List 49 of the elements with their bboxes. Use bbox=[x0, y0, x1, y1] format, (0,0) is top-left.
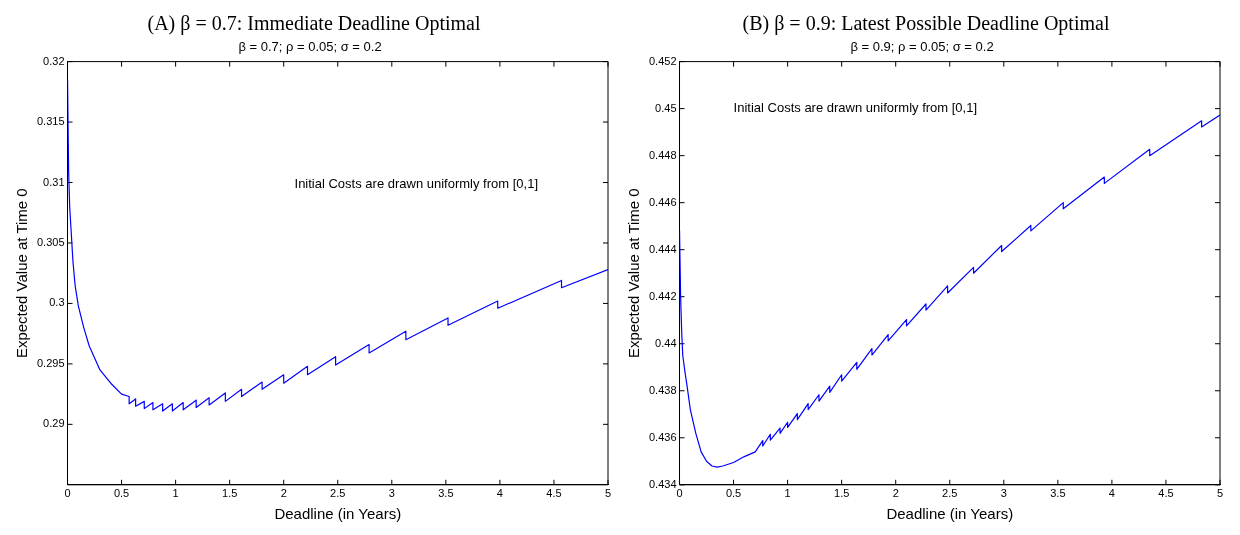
x-tick-label: 4.5 bbox=[546, 487, 562, 500]
annotation: Initial Costs are drawn uniformly from [0,1] bbox=[294, 175, 539, 191]
annotation: Initial Costs are drawn uniformly from [0,1] bbox=[733, 99, 978, 115]
x-tick-label: 0 bbox=[64, 487, 71, 500]
y-tick-label: 0.305 bbox=[37, 236, 65, 248]
x-tick-label: 2.5 bbox=[330, 487, 346, 500]
y-tick-label: 0.434 bbox=[649, 477, 677, 490]
y-tick-label: 0.444 bbox=[649, 242, 677, 255]
chart-subtitle: β = 0.9; ρ = 0.05; σ = 0.2 bbox=[850, 39, 994, 55]
x-tick-label: 4 bbox=[1108, 487, 1115, 500]
y-tick-label: 0.436 bbox=[649, 430, 677, 443]
x-axis-title: Deadline (in Years) bbox=[886, 505, 1014, 523]
x-tick-label: 4.5 bbox=[1158, 487, 1174, 500]
y-tick-label: 0.448 bbox=[649, 148, 677, 161]
y-tick-label: 0.452 bbox=[649, 54, 677, 67]
x-tick-label: 1 bbox=[784, 487, 791, 500]
y-tick-label: 0.3 bbox=[49, 296, 65, 309]
y-tick-label: 0.438 bbox=[649, 383, 677, 396]
x-tick-label: 2.5 bbox=[942, 487, 958, 500]
chart-title: (B) β = 0.9: Latest Possible Deadline Optimal bbox=[741, 11, 1111, 37]
y-axis-title: Expected Value at Time 0 bbox=[625, 188, 643, 359]
y-tick-label: 0.44 bbox=[655, 336, 677, 349]
x-tick-label: 1.5 bbox=[834, 487, 850, 500]
x-tick-label: 3.5 bbox=[438, 487, 454, 500]
x-tick-label: 5 bbox=[604, 487, 612, 500]
chart-subtitle: β = 0.7; ρ = 0.05; σ = 0.2 bbox=[238, 39, 382, 55]
x-tick-label: 1 bbox=[172, 487, 179, 500]
y-tick-label: 0.29 bbox=[43, 417, 65, 430]
y-axis-title: Expected Value at Time 0 bbox=[13, 188, 31, 359]
x-tick-label: 3.5 bbox=[1050, 487, 1066, 500]
x-tick-label: 0 bbox=[676, 487, 683, 500]
x-axis-title: Deadline (in Years) bbox=[274, 505, 402, 523]
x-tick-label: 5 bbox=[1216, 487, 1224, 500]
y-tick-label: 0.315 bbox=[37, 115, 65, 128]
x-tick-label: 0.5 bbox=[113, 487, 130, 500]
x-tick-label: 0.5 bbox=[725, 487, 742, 500]
y-tick-label: 0.442 bbox=[649, 289, 677, 302]
y-tick-label: 0.446 bbox=[649, 195, 677, 208]
x-tick-label: 2 bbox=[892, 487, 899, 500]
x-tick-label: 3 bbox=[388, 487, 395, 500]
y-tick-label: 0.32 bbox=[43, 54, 65, 67]
y-tick-label: 0.45 bbox=[655, 101, 677, 114]
x-tick-label: 2 bbox=[280, 487, 287, 500]
y-tick-label: 0.31 bbox=[43, 175, 65, 188]
x-tick-label: 1.5 bbox=[222, 487, 238, 500]
x-tick-label: 4 bbox=[496, 487, 503, 500]
chart-title: (A) β = 0.7: Immediate Deadline Optimal bbox=[146, 11, 482, 37]
y-tick-label: 0.295 bbox=[37, 356, 65, 369]
x-tick-label: 3 bbox=[1000, 487, 1007, 500]
